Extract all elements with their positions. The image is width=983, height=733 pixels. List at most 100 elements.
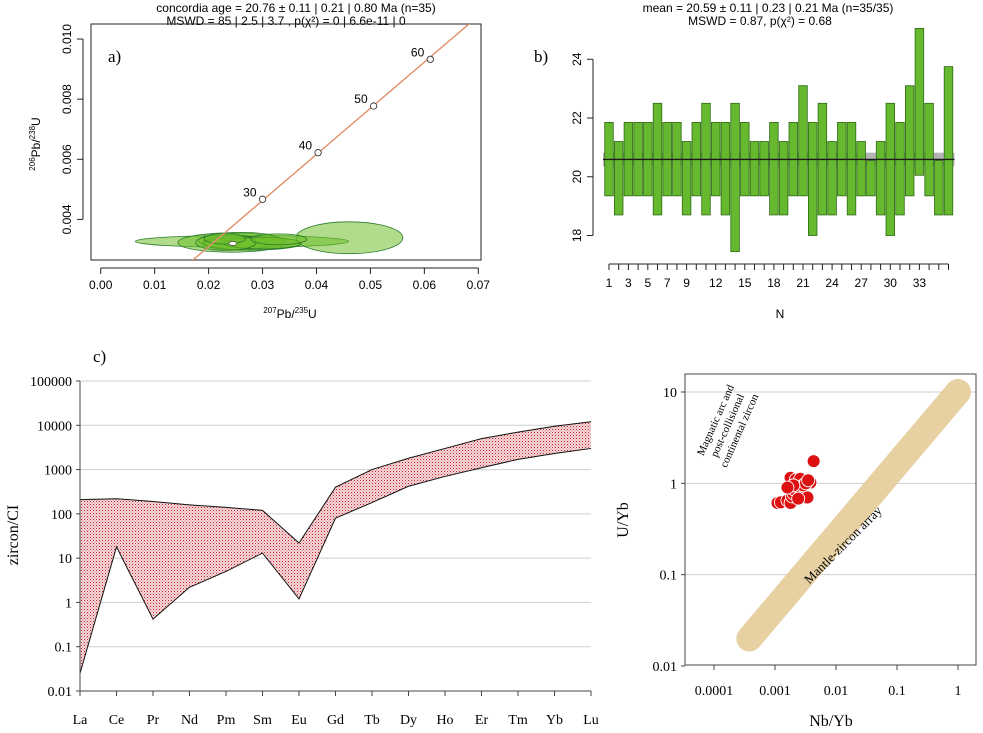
- panel-a-marker-label-40: 40: [299, 139, 313, 153]
- panel-d-x-tick-label: 0.1: [888, 684, 906, 699]
- panel-d-y-tick-label: 0.1: [660, 569, 678, 584]
- panel-b-bar-19: [778, 141, 789, 216]
- panel-d-points: [770, 454, 821, 510]
- panel-c-x-tick-label-Tb: Tb: [364, 713, 380, 728]
- panel-a-y-label-sup2: 238: [28, 125, 37, 139]
- panel-c-x-tick-label-Ce: Ce: [109, 713, 125, 728]
- panel-d-point-23: [801, 473, 816, 488]
- panel-a-concordia-curve: [191, 24, 471, 260]
- panel-b-bar-13: [720, 122, 731, 216]
- panel-b-x-tick-label: 3: [625, 276, 632, 290]
- panel-b-x-tick-label: 5: [644, 276, 651, 290]
- panel-b-label: b): [534, 47, 548, 66]
- panel-d-x-tick-label: 1: [955, 684, 962, 699]
- panel-a-concordia-age-ellipse: [228, 241, 238, 246]
- panel-b-x-tick-label: 18: [767, 276, 781, 290]
- panel-c-axes: 0.01 0.1 1 10 100 1000 10000 100000 La Ce Pr Nd Pm Sm…: [30, 375, 599, 728]
- panel-b-x-tick-label: 7: [664, 276, 671, 290]
- panel-c-x-tick-label-Lu: Lu: [583, 713, 599, 728]
- panel-b-bar-2: [614, 141, 624, 216]
- panel-b-bar-31: [895, 122, 905, 216]
- panel-c-y-tick-label: 0.01: [48, 685, 73, 700]
- panel-a-y-axis: 0.004 0.006 0.008 0.010: [60, 24, 84, 234]
- panel-d-frame: [684, 373, 977, 666]
- panel-c-ree-band: [80, 421, 591, 674]
- panel-b-bar-33: [914, 28, 925, 176]
- panel-b-bar-18: [769, 122, 779, 216]
- panel-b-bar-9: [681, 141, 692, 216]
- panel-b-y-tick-label: 20: [570, 170, 584, 184]
- panel-d-grid: [685, 391, 976, 576]
- panel-a-marker-40: [314, 149, 322, 157]
- panel-c-x-tick-label-Pr: Pr: [147, 713, 160, 728]
- panel-b-x-tick-label: 24: [825, 276, 839, 290]
- panel-b-bar-24: [827, 141, 837, 216]
- panel-d-x-tick-label: 0.001: [759, 684, 791, 699]
- panel-a-y-label-sup: 206: [28, 157, 37, 171]
- panel-a-title-line1: concordia age = 20.76 ± 0.11 | 0.21 | 0.…: [156, 1, 435, 15]
- panel-b-title-line2: MSWD = 0.87, p(χ²) = 0.68: [688, 14, 832, 28]
- panel-a-ellipse-9: [203, 232, 246, 245]
- panel-a-x-tick-label: 0.00: [89, 278, 113, 292]
- panel-b-y-axis: 18 20 22 24: [570, 52, 594, 243]
- panel-b-bar-35: [934, 160, 944, 216]
- panel-c-y-tick-label: 100000: [30, 375, 72, 390]
- panel-c-x-tick-label-Nd: Nd: [181, 713, 198, 728]
- panel-b-bar-32: [905, 85, 915, 197]
- panel-b-bar-28: [866, 160, 876, 197]
- panel-b-x-tick-label: 1: [606, 276, 613, 290]
- panel-a-marker-label-60: 60: [411, 45, 425, 59]
- panel-d-point-24: [780, 480, 795, 495]
- panel-b-x-tick-label: 27: [855, 276, 869, 290]
- panel-a-title-line2: MSWD = 85 | 2.5 | 3.7 , p(χ²) = 0 | 6.6e…: [166, 14, 406, 28]
- panel-a-x-tick-label: 0.02: [197, 278, 221, 292]
- panel-a-y-tick-label: 0.008: [60, 84, 74, 114]
- panel-b-x-tick-label: 30: [884, 276, 898, 290]
- panel-d-x-tick-label: 0.01: [824, 684, 849, 699]
- panel-d-y-tick-label: 1: [670, 477, 677, 492]
- panel-d-x-label: Nb/Yb: [809, 713, 853, 730]
- panel-a-marker-label-30: 30: [243, 185, 257, 199]
- panel-b-bars: [604, 28, 954, 253]
- panel-a-x-tick-label: 0.03: [251, 278, 275, 292]
- panel-c: c) 0.01 0.1 1 10 100 1000 10000 100000 La Ce Pr Nd P…: [5, 347, 599, 728]
- panel-a-y-label-end: U: [29, 117, 43, 126]
- panel-c-x-tick-label-Sm: Sm: [253, 713, 272, 728]
- panel-c-lower-envelope: [79, 447, 592, 674]
- panel-c-x-tick-label-La: La: [73, 713, 89, 728]
- panel-a-y-label-main: Pb/: [29, 139, 43, 158]
- panel-a-plot-frame: [90, 23, 482, 261]
- panel-b-x-tick-label: 9: [683, 276, 690, 290]
- panel-a-x-tick-label: 0.06: [413, 278, 437, 292]
- panel-b-x-label: N: [776, 307, 785, 321]
- panel-c-upper-envelope: [79, 421, 592, 544]
- panel-b-bar-34: [924, 102, 934, 197]
- panel-a-y-tick-label: 0.004: [60, 204, 74, 234]
- panel-d-axes: 0.0001 0.001 0.01 0.1 1 0.01 0.1 1 10: [653, 373, 977, 699]
- panel-d-y-label: U/Yb: [615, 502, 632, 538]
- panel-b-bar-27: [856, 141, 866, 197]
- panel-c-y-tick-label: 1000: [44, 464, 72, 479]
- panel-c-ree-pattern: [79, 421, 592, 674]
- panel-b-bar-26: [846, 122, 857, 216]
- panel-b-x-tick-label: 21: [796, 276, 810, 290]
- panel-b-bar-17: [759, 141, 769, 197]
- panel-d-point-15: [806, 454, 821, 469]
- panel-a-x-label: 207Pb/235U: [263, 306, 316, 321]
- panel-b-bar-36: [943, 66, 954, 216]
- panel-c-x-tick-label-Er: Er: [475, 713, 489, 728]
- panel-b-y-tick-label: 22: [570, 111, 584, 125]
- panel-c-y-tick-label: 0.1: [55, 641, 73, 656]
- panel-c-y-label: zircon/CI: [5, 505, 22, 565]
- panel-b-bar-30: [885, 102, 896, 236]
- panel-b-y-tick-label: 24: [570, 52, 584, 66]
- panel-b-x-tick-label: 12: [709, 276, 723, 290]
- panel-b-y-tick-label: 18: [570, 229, 584, 243]
- panel-a-ellipse-10: [250, 233, 308, 246]
- panel-c-x-tick-label-Gd: Gd: [327, 713, 344, 728]
- panel-a-y-tick-label: 0.010: [60, 24, 74, 54]
- panel-a-y-label: 206Pb/238U: [28, 117, 43, 170]
- panel-c-y-tick-label: 100: [51, 508, 72, 523]
- panel-b-bar-16: [749, 141, 760, 197]
